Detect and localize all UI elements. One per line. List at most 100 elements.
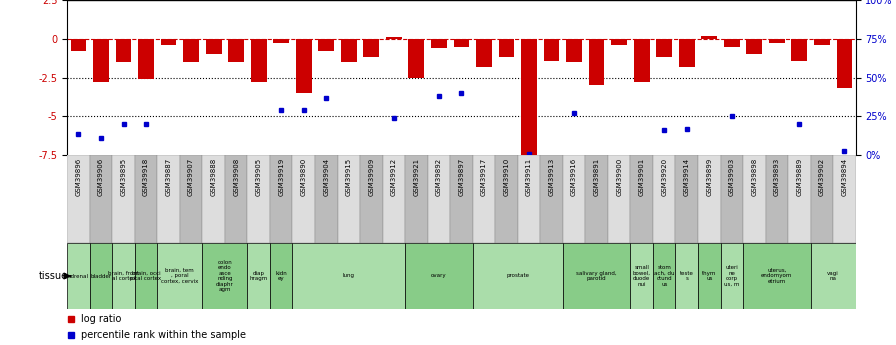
Bar (93, 39, 109, 82)
Bar (90, 243, 112, 309)
Text: salivary gland,
parotid: salivary gland, parotid (576, 271, 617, 281)
Bar (769, 39, 785, 43)
Text: colon
endo
asce
nding
diaphr
agm: colon endo asce nding diaphr agm (216, 260, 234, 292)
Bar (202, 243, 247, 309)
Bar (498, 39, 514, 57)
Text: GSM39894: GSM39894 (841, 158, 848, 196)
Bar (225, 155, 247, 243)
Text: GSM39918: GSM39918 (143, 158, 149, 196)
Bar (453, 39, 470, 47)
Bar (251, 39, 267, 82)
Bar (364, 39, 379, 57)
Bar (292, 243, 405, 309)
Bar (112, 155, 134, 243)
Bar (206, 39, 221, 54)
Bar (183, 39, 199, 62)
Text: GSM39892: GSM39892 (436, 158, 442, 196)
Text: GSM39908: GSM39908 (233, 158, 239, 196)
Bar (698, 243, 720, 309)
Text: GSM39906: GSM39906 (98, 158, 104, 196)
Text: vagi
na: vagi na (827, 271, 839, 281)
Text: GSM39890: GSM39890 (301, 158, 306, 196)
Text: adrenal: adrenal (68, 274, 89, 278)
Text: GSM39891: GSM39891 (594, 158, 599, 196)
Bar (296, 39, 312, 93)
Bar (566, 39, 582, 62)
Bar (518, 155, 540, 243)
Bar (228, 39, 244, 62)
Text: ovary: ovary (431, 274, 447, 278)
Bar (202, 155, 225, 243)
Text: GSM39900: GSM39900 (616, 158, 622, 196)
Text: percentile rank within the sample: percentile rank within the sample (82, 330, 246, 340)
Bar (653, 155, 676, 243)
Text: small
bowel,
duode
nui: small bowel, duode nui (633, 265, 650, 287)
Bar (791, 39, 807, 61)
Text: GSM39889: GSM39889 (797, 158, 802, 196)
Bar (633, 39, 650, 82)
Bar (160, 39, 177, 45)
Bar (563, 155, 585, 243)
Bar (247, 155, 270, 243)
Text: stom
ach, du
ctund
us: stom ach, du ctund us (654, 265, 675, 287)
Text: brain, occi
pital cortex: brain, occi pital cortex (131, 271, 161, 281)
Bar (292, 155, 315, 243)
Bar (409, 39, 425, 78)
Bar (158, 243, 202, 309)
Text: GSM39898: GSM39898 (752, 158, 757, 196)
Bar (720, 155, 743, 243)
Bar (247, 243, 270, 309)
Text: GSM39911: GSM39911 (526, 158, 532, 196)
Bar (631, 243, 653, 309)
Bar (611, 39, 627, 45)
Bar (134, 155, 158, 243)
Bar (676, 243, 698, 309)
Text: GSM39916: GSM39916 (571, 158, 577, 196)
Bar (765, 155, 788, 243)
Text: GSM39895: GSM39895 (121, 158, 126, 196)
Text: GSM39904: GSM39904 (323, 158, 329, 196)
Text: GSM39905: GSM39905 (255, 158, 262, 196)
Bar (450, 155, 473, 243)
Bar (134, 243, 158, 309)
Bar (431, 39, 447, 48)
Bar (544, 39, 559, 61)
Text: GSM39907: GSM39907 (188, 158, 194, 196)
Bar (116, 39, 132, 62)
Bar (698, 155, 720, 243)
Text: GSM39912: GSM39912 (391, 158, 397, 196)
Bar (679, 39, 694, 67)
Bar (720, 243, 743, 309)
Bar (273, 39, 289, 43)
Bar (563, 243, 631, 309)
Bar (405, 155, 427, 243)
Bar (158, 155, 180, 243)
Bar (814, 39, 830, 45)
Text: GSM39899: GSM39899 (706, 158, 712, 196)
Bar (405, 243, 473, 309)
Text: GSM39902: GSM39902 (819, 158, 825, 196)
Bar (67, 243, 90, 309)
Bar (607, 155, 631, 243)
Bar (476, 39, 492, 67)
Bar (71, 39, 86, 51)
Bar (540, 155, 563, 243)
Bar (180, 155, 202, 243)
Bar (585, 155, 607, 243)
Text: GSM39910: GSM39910 (504, 158, 510, 196)
Text: GSM39919: GSM39919 (279, 158, 284, 196)
Text: GSM39897: GSM39897 (459, 158, 464, 196)
Bar (656, 39, 672, 57)
Bar (270, 243, 292, 309)
Text: teste
s: teste s (680, 271, 694, 281)
Bar (386, 37, 401, 39)
Bar (743, 155, 765, 243)
Text: diap
hragm: diap hragm (250, 271, 268, 281)
Text: GSM39913: GSM39913 (548, 158, 555, 196)
Text: thym
us: thym us (702, 271, 717, 281)
Bar (315, 155, 338, 243)
Bar (521, 39, 537, 160)
Text: GSM39901: GSM39901 (639, 158, 644, 196)
Bar (746, 39, 762, 54)
Bar (788, 155, 811, 243)
